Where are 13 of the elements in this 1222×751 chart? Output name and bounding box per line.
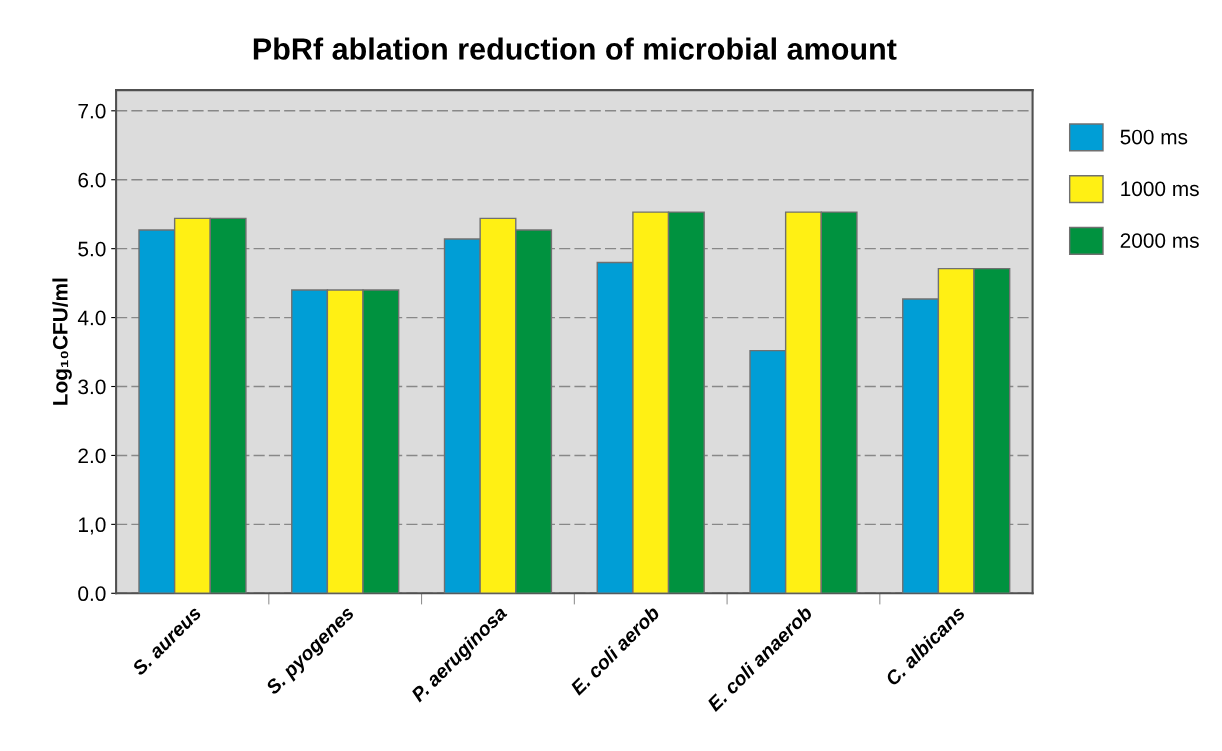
y-tick-label: 5.0 bbox=[78, 241, 106, 257]
y-tick-label: 3.0 bbox=[78, 379, 106, 395]
y-tick-label: 6.0 bbox=[78, 172, 106, 188]
y-axis-title: Log₁₀CFU/ml bbox=[52, 278, 72, 405]
y-tick-label: 0.0 bbox=[78, 586, 106, 602]
y-tick-label: 4.0 bbox=[77, 310, 106, 326]
y-tick-label: 1,0 bbox=[79, 517, 106, 535]
y-tick-label: 7.0 bbox=[78, 103, 106, 119]
legend-label: 2000 ms bbox=[1120, 233, 1199, 248]
legend-label: 1000 ms bbox=[1121, 181, 1199, 197]
legend-label: 500 ms bbox=[1120, 129, 1188, 145]
chart-title: PbRf ablation reduction of microbial amount bbox=[253, 37, 897, 60]
y-tick-label: 2.0 bbox=[78, 448, 106, 464]
